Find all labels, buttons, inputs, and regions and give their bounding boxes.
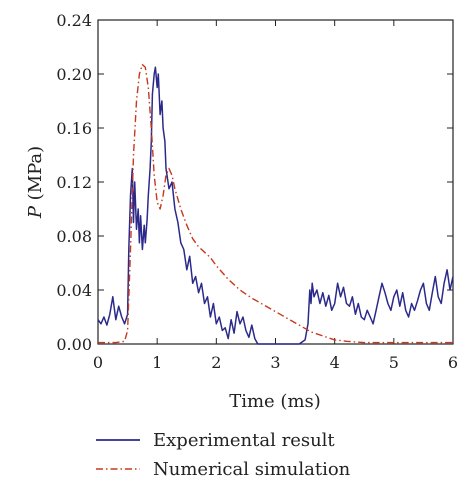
series-line-experimental [97, 66, 454, 345]
y-axis-label-variable: P [25, 205, 46, 219]
y-axis-ticks: 0.00 0.04 0.08 0.12 0.16 0.20 0.24 [56, 11, 453, 354]
plot-area-frame [97, 19, 454, 345]
legend: Experimental result Numerical simulation [96, 430, 351, 480]
x-axis-ticks: 0 1 2 3 4 5 6 [93, 20, 458, 372]
y-tick-label: 0.04 [56, 281, 92, 300]
y-tick-label: 0.08 [56, 227, 92, 246]
y-tick-label: 0.00 [56, 335, 92, 354]
y-tick-label: 0.24 [56, 11, 92, 30]
x-tick-label: 1 [152, 353, 162, 372]
y-axis-label: P (MPa) [25, 146, 46, 219]
legend-label-simulation: Numerical simulation [153, 459, 351, 480]
x-tick-label: 0 [93, 353, 103, 372]
x-axis-label: Time (ms) [229, 391, 321, 412]
x-tick-label: 5 [389, 353, 399, 372]
x-tick-label: 4 [330, 353, 340, 372]
y-tick-label: 0.20 [56, 65, 92, 84]
legend-label-experimental: Experimental result [153, 430, 335, 451]
y-axis-label-unit: (MPa) [25, 146, 46, 206]
x-tick-label: 3 [270, 353, 280, 372]
x-tick-label: 2 [211, 353, 221, 372]
series-line-simulation [98, 63, 453, 344]
series-layer [97, 63, 454, 345]
y-tick-label: 0.12 [56, 173, 92, 192]
x-tick-label: 6 [448, 353, 458, 372]
y-tick-label: 0.16 [56, 119, 92, 138]
